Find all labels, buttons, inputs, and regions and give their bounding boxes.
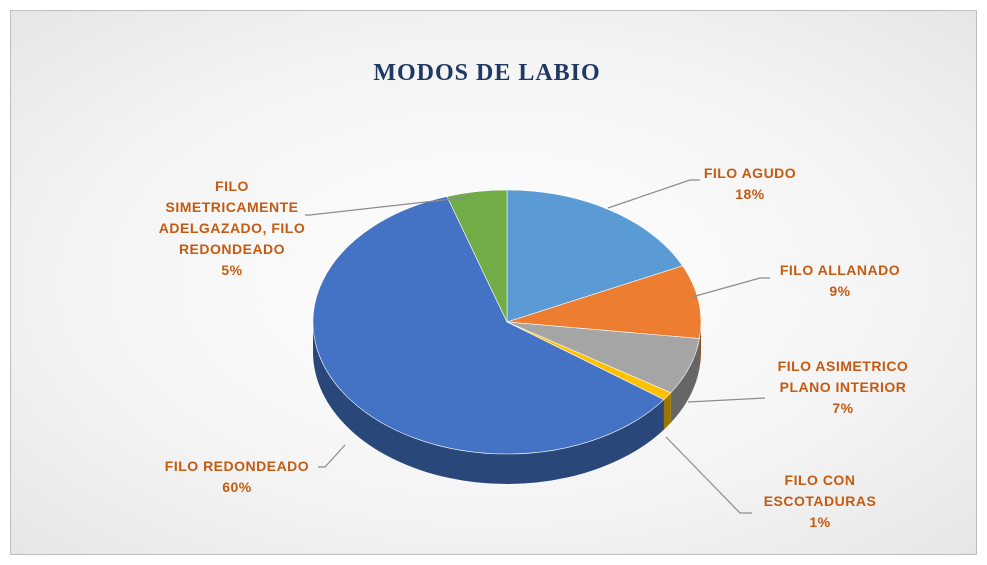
value-label: 7% — [832, 400, 854, 416]
category-label: FILO SIMETRICAMENTE ADELGAZADO, FILO RED… — [158, 178, 306, 257]
value-label: 5% — [221, 262, 243, 278]
value-label: 18% — [735, 186, 765, 202]
pie-slice — [446, 189, 508, 323]
category-label: FILO REDONDEADO — [164, 458, 310, 474]
pie-slice — [506, 189, 684, 323]
data-label: FILO REDONDEADO 60% — [137, 456, 337, 498]
pie-side — [313, 322, 664, 484]
category-label: FILO ASIMETRICO PLANO INTERIOR — [777, 358, 909, 395]
leader-line — [318, 444, 346, 468]
pie-side — [670, 338, 700, 423]
pie-side — [663, 392, 671, 430]
pie-slice — [312, 196, 665, 455]
category-label: FILO CON ESCOTADURAS — [763, 472, 877, 509]
value-label: 1% — [809, 514, 831, 530]
value-label: 60% — [222, 479, 252, 495]
pie-slice — [506, 265, 702, 339]
data-label: FILO AGUDO 18% — [685, 163, 815, 205]
data-label: FILO CON ESCOTADURAS 1% — [755, 470, 885, 533]
category-label: FILO ALLANADO — [779, 262, 901, 278]
pie-side — [699, 322, 701, 369]
category-label: FILO AGUDO — [703, 165, 797, 181]
leader-line — [691, 277, 770, 298]
data-label: FILO ASIMETRICO PLANO INTERIOR 7% — [763, 356, 923, 419]
leader-line — [305, 196, 471, 216]
leader-line — [665, 436, 752, 514]
data-label: FILO ALLANADO 9% — [765, 260, 915, 302]
data-label: FILO SIMETRICAMENTE ADELGAZADO, FILO RED… — [157, 176, 307, 281]
leader-line — [687, 397, 766, 403]
value-label: 9% — [829, 283, 851, 299]
leader-line — [607, 179, 700, 209]
chart-title: MODOS DE LABIO — [373, 60, 600, 86]
